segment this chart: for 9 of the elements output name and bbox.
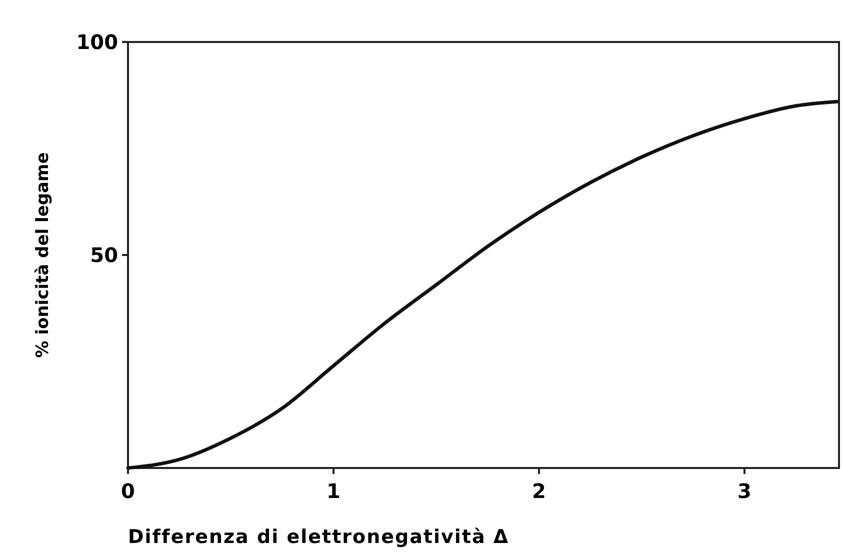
x-tick-label: 0 [121,479,135,503]
y-tick-label: 50 [90,243,118,267]
y-axis-title: % ionicità del legame [33,152,53,358]
x-axis-title: Differenza di elettronegatività Δ [128,526,510,548]
x-tick-label: 3 [738,479,752,503]
line-series [126,100,839,470]
x-tick-label: 2 [532,479,546,503]
x-tick-label: 1 [326,479,340,503]
y-tick-label: 100 [76,30,118,54]
